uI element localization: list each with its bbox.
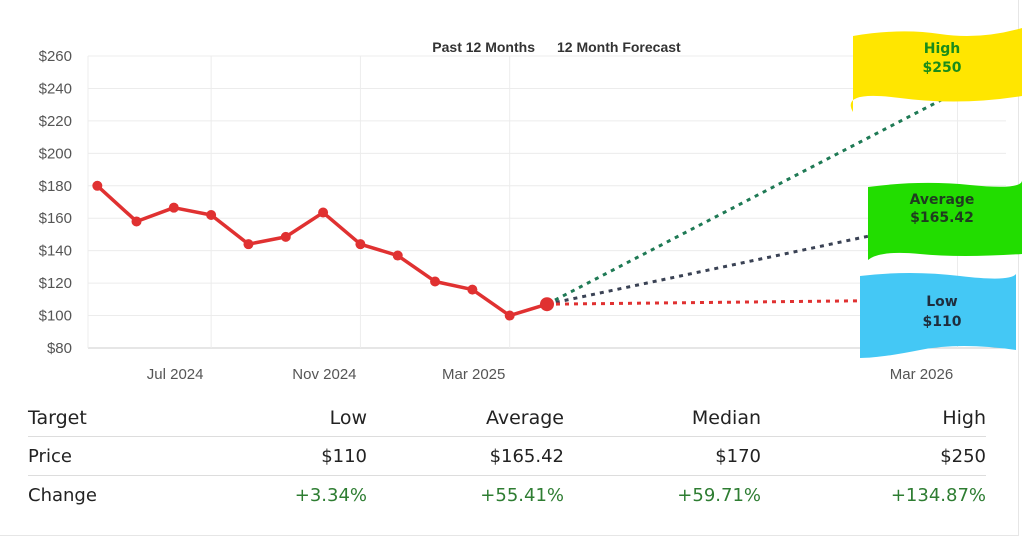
x-tick-label: Nov 2024 (292, 366, 356, 383)
y-tick-label: $180 (39, 178, 72, 195)
price-series (92, 180, 554, 321)
x-tick-label: Mar 2025 (442, 366, 505, 383)
price-forecast-chart: $80$100$120$140$160$180$200$220$240$260 … (39, 28, 1022, 383)
forecast-period-label: 12 Month Forecast (557, 39, 681, 55)
price-high: $250 (761, 436, 986, 476)
table-row-price: Price $110 $165.42 $170 $250 (28, 436, 986, 476)
callout-highlight-high (850, 28, 1022, 112)
callout-label-low: Low (926, 294, 958, 310)
price-point (168, 202, 179, 213)
price-point (504, 310, 515, 321)
price-point (206, 209, 217, 220)
callout-label-average: Average (910, 192, 975, 208)
past-period-label: Past 12 Months (432, 39, 535, 55)
y-tick-label: $140 (39, 243, 72, 260)
x-tick-label: Mar 2026 (890, 366, 953, 383)
row-label-change: Change (28, 484, 97, 506)
y-tick-label: $220 (39, 113, 72, 130)
price-point (392, 250, 403, 261)
header-high: High (761, 400, 986, 437)
forecast-callouts: High $250 Average $165.42 Low $110 (850, 28, 1022, 358)
table-row-change: Change +3.34% +55.41% +59.71% +134.87% (28, 476, 986, 515)
callout-highlight-low (860, 273, 1016, 358)
header-average: Average (367, 400, 564, 437)
y-tick-label: $80 (47, 340, 72, 357)
price-point (467, 284, 478, 295)
price-target-table: Target Low Average Median High Price $11… (28, 400, 986, 514)
y-tick-label: $160 (39, 210, 72, 227)
header-median: Median (564, 400, 761, 437)
x-axis: Jul 2024 Nov 2024 Mar 2025 Mar 2026 (147, 366, 953, 383)
change-average: +55.41% (480, 484, 564, 506)
callout-value-high: $250 (923, 60, 962, 76)
y-tick-label: $200 (39, 145, 72, 162)
row-label-price: Price (28, 436, 168, 476)
callout-highlight-average (868, 181, 1022, 260)
header-low: Low (168, 400, 367, 437)
y-tick-label: $120 (39, 275, 72, 292)
current-price-point (540, 297, 554, 312)
table-header-row: Target Low Average Median High (28, 400, 986, 437)
callout-value-low: $110 (923, 314, 962, 330)
forecast-line-low (546, 297, 995, 306)
price-point (131, 216, 142, 227)
change-low: +3.34% (294, 484, 367, 506)
price-low: $110 (168, 436, 367, 476)
callout-label-high: High (924, 41, 961, 57)
price-point (243, 239, 254, 250)
y-tick-label: $260 (39, 48, 72, 65)
price-point (355, 239, 366, 250)
forecast-line-high (546, 70, 996, 306)
price-average: $165.42 (367, 436, 564, 476)
x-tick-label: Jul 2024 (147, 366, 204, 383)
header-target: Target (28, 400, 168, 437)
change-median: +59.71% (677, 484, 761, 506)
price-point (430, 276, 441, 287)
price-point (280, 231, 291, 242)
price-median: $170 (564, 436, 761, 476)
y-axis: $80 $100 $120 $140 $160 $180 $200 $220 $240 $260 (39, 48, 72, 357)
change-high: +134.87% (890, 484, 986, 506)
y-tick-label: $100 (39, 308, 72, 325)
price-point (318, 207, 329, 218)
y-tick-label: $240 (39, 80, 72, 97)
callout-value-average: $165.42 (910, 210, 974, 226)
chart-grid (87, 55, 1006, 349)
price-point (92, 180, 103, 191)
